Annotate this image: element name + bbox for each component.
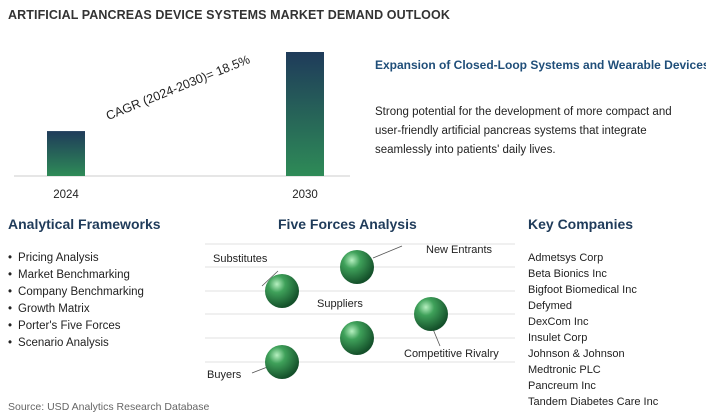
sphere-buyers (265, 345, 299, 379)
company-item: DexCom Inc (528, 316, 589, 328)
sphere-new-entrants (340, 250, 374, 284)
x-tick-label: 2024 (53, 189, 79, 201)
company-item: Medtronic PLC (528, 364, 601, 376)
bar-chart: 2024 2030 (14, 52, 350, 201)
company-item: Pancreum Inc (528, 380, 596, 392)
company-item: Defymed (528, 300, 573, 312)
frameworks-list: Pricing Analysis Market Benchmarking Com… (8, 250, 144, 352)
highlight-title: Expansion of Closed-Loop Systems and Wea… (375, 58, 706, 72)
list-item: Pricing Analysis (8, 250, 144, 267)
label-suppliers: Suppliers (317, 298, 363, 310)
companies-list: Admetsys Corp Beta Bionics Inc Bigfoot B… (528, 250, 658, 410)
company-item: Beta Bionics Inc (528, 268, 607, 280)
label-substitutes: Substitutes (213, 253, 268, 265)
list-item: Porter's Five Forces (8, 318, 144, 335)
label-competitive-rivalry: Competitive Rivalry (404, 348, 499, 360)
source-note: Source: USD Analytics Research Database (8, 401, 210, 413)
five-forces-diagram: New Entrants Substitutes Suppliers Compe… (205, 243, 515, 381)
connector-new-entrants (372, 245, 403, 259)
label-buyers: Buyers (207, 369, 242, 381)
frameworks-title: Analytical Frameworks (8, 216, 161, 232)
company-item: Admetsys Corp (528, 252, 604, 264)
five-forces-title: Five Forces Analysis (278, 216, 417, 232)
list-item: Growth Matrix (8, 301, 144, 318)
x-tick-label: 2030 (292, 189, 318, 201)
list-item: Market Benchmarking (8, 267, 144, 284)
company-item: Bigfoot Biomedical Inc (528, 284, 637, 296)
sphere-suppliers-lower (340, 321, 374, 355)
bar-2024 (47, 131, 85, 176)
companies-title: Key Companies (528, 216, 634, 232)
label-new-entrants: New Entrants (426, 244, 493, 256)
sphere-competitive-rivalry (414, 297, 448, 331)
bar-2030 (286, 52, 324, 176)
list-item: Company Benchmarking (8, 284, 144, 301)
page-title: ARTIFICIAL PANCREAS DEVICE SYSTEMS MARKE… (8, 8, 450, 22)
connector-substitutes (261, 270, 279, 287)
company-item: Tandem Diabetes Care Inc (528, 396, 659, 408)
company-item: Insulet Corp (528, 332, 588, 344)
list-item: Scenario Analysis (8, 335, 144, 352)
company-item: Johnson & Johnson (528, 348, 625, 360)
highlight-text: Strong potential for the development of … (375, 106, 672, 156)
sphere-substitutes (265, 274, 299, 308)
